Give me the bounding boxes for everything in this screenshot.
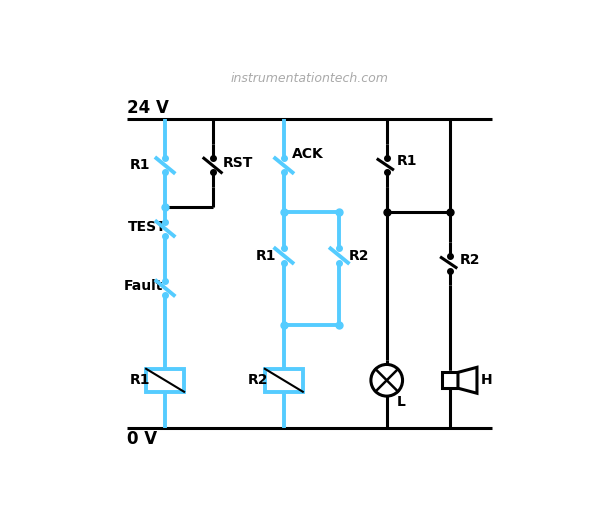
Text: Fault: Fault <box>124 279 163 293</box>
Bar <box>442 372 458 388</box>
Text: R2: R2 <box>460 252 480 267</box>
Text: R1: R1 <box>256 249 277 263</box>
Text: R2: R2 <box>248 373 269 387</box>
Text: L: L <box>397 395 405 409</box>
Text: ACK: ACK <box>292 146 324 160</box>
Text: R2: R2 <box>349 249 370 263</box>
Text: instrumentationtech.com: instrumentationtech.com <box>231 71 388 85</box>
Bar <box>265 369 303 392</box>
Text: TEST: TEST <box>127 219 166 234</box>
Text: R1: R1 <box>397 154 417 169</box>
Text: R1: R1 <box>129 158 150 172</box>
Text: H: H <box>481 373 492 387</box>
Text: R1: R1 <box>129 373 150 387</box>
Text: RST: RST <box>222 156 253 171</box>
Polygon shape <box>458 368 477 393</box>
Text: 24 V: 24 V <box>127 99 169 117</box>
Text: 0 V: 0 V <box>127 430 158 448</box>
Bar <box>146 369 184 392</box>
